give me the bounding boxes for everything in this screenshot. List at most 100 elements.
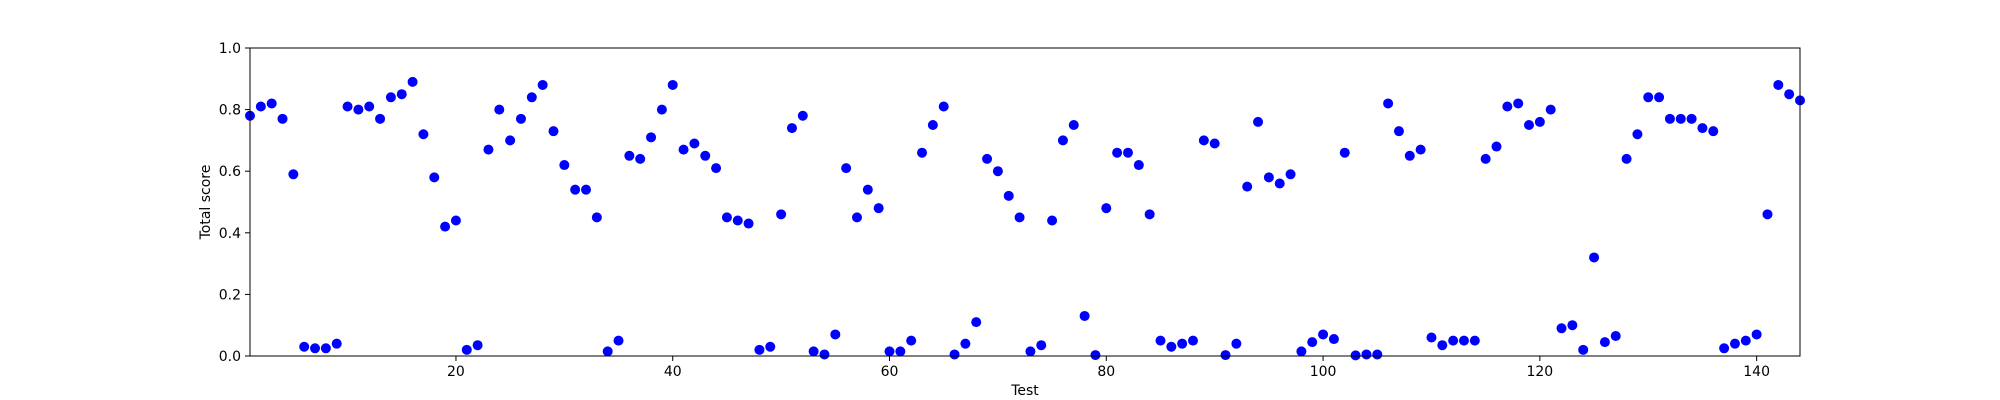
data-point (1112, 147, 1123, 158)
x-tick-label: 20 (447, 364, 465, 380)
data-point (375, 113, 386, 124)
data-point (689, 138, 700, 149)
data-point (841, 163, 852, 174)
x-axis-label: Test (1010, 383, 1039, 399)
data-point (1686, 113, 1697, 124)
y-tick-label: 0.2 (219, 287, 241, 303)
data-point (830, 329, 841, 340)
data-point (851, 212, 862, 223)
data-point (277, 113, 288, 124)
data-point (1415, 144, 1426, 155)
data-point (765, 341, 776, 352)
y-tick-label: 0.4 (219, 226, 241, 242)
data-point (1296, 346, 1307, 357)
data-point (1090, 350, 1101, 361)
data-point (1274, 178, 1285, 189)
data-point (1285, 169, 1296, 180)
data-point (862, 184, 873, 195)
data-point (1567, 320, 1578, 331)
data-point (1079, 310, 1090, 321)
data-point (700, 150, 711, 161)
data-point (1361, 349, 1372, 360)
data-point (873, 203, 884, 214)
data-point (613, 335, 624, 346)
data-point (646, 132, 657, 143)
data-point (927, 120, 938, 130)
data-point (526, 92, 537, 103)
y-tick-label: 0.0 (219, 349, 241, 365)
data-point (1242, 181, 1253, 192)
data-point (960, 338, 971, 349)
data-point (1697, 123, 1708, 134)
data-point (1448, 335, 1459, 346)
data-point (1025, 346, 1036, 357)
x-tick-label: 140 (1743, 364, 1770, 380)
data-point (1209, 138, 1220, 149)
x-tick-label: 100 (1310, 364, 1337, 380)
data-point (1675, 113, 1686, 124)
data-point (1578, 344, 1589, 355)
x-tick-label: 120 (1526, 364, 1553, 380)
data-point (1545, 104, 1556, 115)
data-point (1773, 79, 1784, 90)
data-point (320, 343, 331, 354)
data-point (917, 147, 928, 158)
data-point (1231, 338, 1242, 349)
data-point (949, 349, 960, 360)
data-point (494, 104, 505, 115)
y-tick-label: 0.8 (219, 103, 241, 119)
x-tick-label: 40 (664, 364, 682, 380)
data-point (1263, 172, 1274, 183)
data-point (1632, 129, 1643, 140)
data-point (418, 129, 429, 140)
data-point (310, 343, 321, 354)
data-point (906, 335, 917, 346)
data-point (1220, 350, 1231, 361)
data-point (1491, 141, 1502, 152)
data-point (385, 92, 396, 103)
data-point (559, 160, 570, 171)
data-point (971, 317, 982, 328)
data-point (635, 153, 646, 164)
data-point (1014, 212, 1025, 223)
data-point (288, 169, 299, 180)
y-tick-label: 1.0 (219, 41, 241, 57)
x-tick-label: 80 (1097, 364, 1115, 380)
plot-frame (249, 47, 1801, 357)
data-point (591, 212, 602, 223)
data-point (678, 144, 689, 155)
data-point (1762, 209, 1773, 220)
data-point (1502, 101, 1513, 112)
data-point (819, 349, 830, 360)
data-point (1177, 338, 1188, 349)
data-point (1708, 126, 1719, 137)
data-point (1350, 350, 1361, 361)
data-point (570, 184, 581, 195)
data-point (1155, 335, 1166, 346)
data-point (808, 346, 819, 357)
data-point (1372, 349, 1383, 360)
data-point (1253, 116, 1264, 127)
data-point (1751, 329, 1762, 340)
y-axis-label: Total score (198, 165, 214, 241)
data-point (331, 338, 342, 349)
data-point (895, 346, 906, 357)
data-point (743, 218, 754, 229)
data-point (797, 110, 808, 121)
data-point (1654, 92, 1665, 103)
data-point (1740, 335, 1751, 346)
data-point (407, 76, 418, 87)
data-point (472, 340, 483, 351)
data-point (429, 172, 440, 183)
data-point (1133, 160, 1144, 171)
data-point (505, 135, 516, 146)
data-point (1729, 338, 1740, 349)
data-point (1610, 330, 1621, 341)
data-point (1188, 335, 1199, 346)
y-axis-ticks: 0.0 0.2 0.4 0.6 0.8 1.0 (219, 41, 250, 365)
data-point (1599, 337, 1610, 348)
data-point (1318, 329, 1329, 340)
data-point (732, 215, 743, 226)
